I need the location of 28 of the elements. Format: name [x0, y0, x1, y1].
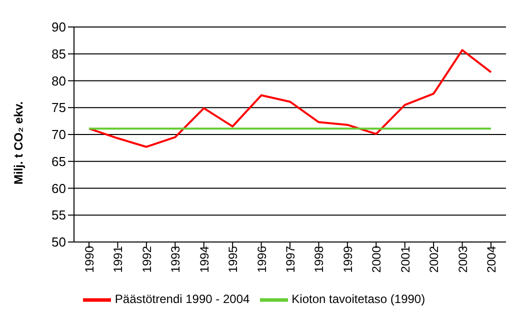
y-tick-label: 60 — [52, 180, 66, 196]
y-tick-label: 65 — [52, 154, 66, 169]
x-tick-label: 1996 — [254, 246, 269, 273]
y-tick-label: 70 — [52, 127, 66, 142]
y-tick-label: 55 — [52, 208, 66, 223]
y-axis-title: Milj. t CO₂ ekv. — [11, 101, 26, 184]
x-tick-label: 2001 — [398, 246, 412, 273]
y-tick-label: 80 — [52, 73, 66, 88]
y-tick-label: 85 — [52, 46, 66, 62]
y-tick-label: 75 — [52, 100, 66, 116]
y-tick-label: 90 — [52, 20, 66, 35]
x-tick-label: 1997 — [284, 246, 298, 273]
x-tick-label: 1994 — [197, 246, 212, 273]
legend-label: Päästötrendi 1990 - 2004 — [114, 292, 250, 306]
legend-label: Kioton tavoitetaso (1990) — [292, 292, 426, 306]
x-tick-label: 2004 — [484, 246, 499, 273]
x-tick-label: 1991 — [111, 246, 126, 273]
x-tick-label: 2003 — [456, 246, 470, 273]
y-tick-label: 50 — [52, 234, 66, 250]
x-tick-label: 1993 — [168, 246, 183, 273]
x-tick-label: 1999 — [340, 246, 355, 273]
x-tick-label: 2002 — [427, 246, 442, 273]
x-tick-label: 1992 — [140, 246, 154, 273]
x-tick-label: 1990 — [82, 246, 97, 273]
x-tick-label: 1995 — [226, 246, 240, 273]
x-tick-label: 2000 — [370, 246, 384, 273]
line-series — [88, 49, 492, 148]
x-tick-label: 1998 — [312, 246, 326, 273]
